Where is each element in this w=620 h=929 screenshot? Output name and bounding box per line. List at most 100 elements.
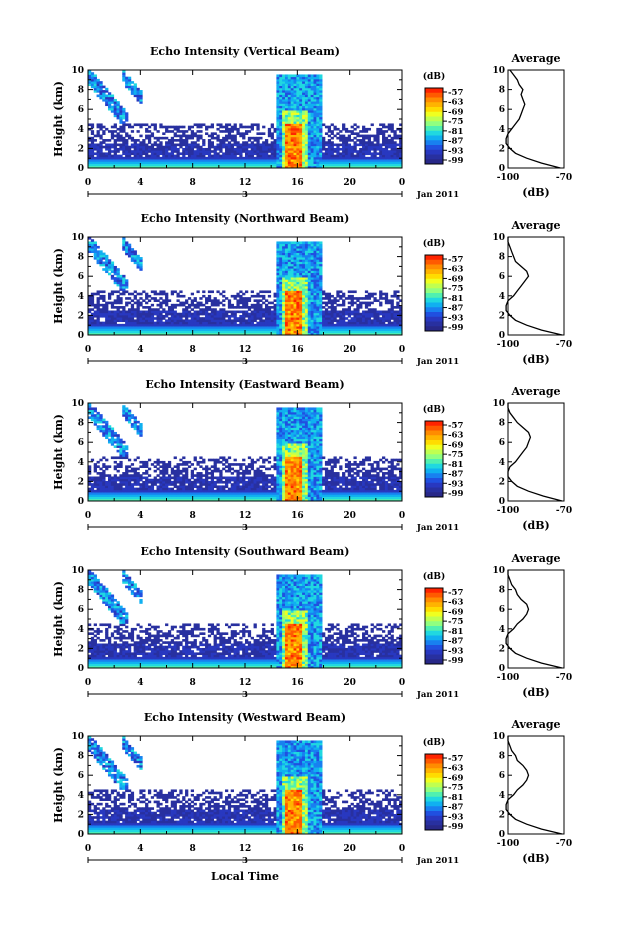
heatmap-cell (353, 150, 357, 153)
heatmap-cell (259, 332, 263, 336)
x-tick-label: 12 (239, 345, 252, 355)
heatmap-cell (147, 317, 152, 320)
heatmap-cell (304, 98, 309, 102)
heatmap-cell (125, 485, 129, 489)
heatmap-cell (170, 136, 175, 140)
heatmap-cell (359, 130, 363, 133)
heatmap-cell (96, 130, 100, 133)
heatmap-cell (282, 245, 286, 249)
heatmap-cell (127, 301, 132, 305)
heatmap-cell (313, 243, 317, 247)
heatmap-cell (359, 150, 363, 153)
heatmap-cell (245, 297, 249, 300)
heatmap-cell (399, 330, 403, 334)
heatmap-cell (88, 74, 92, 78)
heatmap-cell (313, 141, 317, 144)
heatmap-cell (93, 85, 97, 89)
heatmap-cell (270, 314, 274, 318)
heatmap-cell (284, 326, 289, 329)
heatmap-cell (376, 127, 380, 131)
heatmap-cell (107, 483, 112, 486)
heatmap-cell (105, 101, 109, 104)
heatmap-cell (287, 90, 292, 93)
heatmap-cell (110, 328, 115, 331)
heatmap-cell (119, 136, 123, 140)
heatmap-cell (376, 321, 380, 325)
heatmap-cell (107, 310, 112, 314)
heatmap-cell (276, 243, 280, 247)
heatmap-cell (324, 314, 329, 318)
heatmap-cell (150, 326, 155, 329)
heatmap-cell (379, 317, 383, 320)
heatmap-cell (302, 105, 306, 109)
heatmap-cell (327, 127, 332, 131)
heatmap-cell (88, 328, 92, 331)
heatmap-cell (225, 332, 229, 336)
heatmap-cell (96, 147, 100, 151)
heatmap-cell (287, 103, 292, 107)
heatmap-cell (167, 328, 172, 331)
heatmap-cell (384, 161, 389, 164)
heatmap-cell (293, 136, 297, 140)
heatmap-cell (293, 290, 297, 294)
heatmap-cell (370, 159, 374, 162)
heatmap-cell (93, 465, 97, 468)
heatmap-cell (327, 159, 332, 162)
heatmap-cell (113, 134, 117, 138)
heatmap-cell (250, 165, 254, 169)
heatmap-cell (287, 132, 292, 135)
heatmap-cell (170, 163, 175, 167)
heatmap-cell (313, 165, 317, 169)
heatmap-cell (299, 116, 303, 120)
heatmap-cell (379, 321, 383, 325)
heatmap-cell (316, 90, 320, 93)
heatmap-cell (313, 107, 317, 111)
heatmap-cell (299, 332, 303, 336)
heatmap-cell (142, 330, 146, 334)
heatmap-cell (99, 85, 103, 89)
heatmap-cell (219, 301, 223, 305)
heatmap-cell (88, 476, 92, 480)
heatmap-cell (145, 319, 149, 323)
heatmap-cell (390, 125, 394, 129)
heatmap-cell (93, 306, 97, 309)
heatmap-cell (219, 330, 223, 334)
heatmap-cell (364, 143, 369, 147)
heatmap-cell (316, 308, 320, 311)
heatmap-cell (219, 139, 223, 142)
heatmap-cell (170, 310, 175, 314)
heatmap-cell (156, 308, 160, 311)
heatmap-cell (179, 125, 183, 129)
heatmap-cell (245, 290, 249, 294)
heatmap-cell (88, 243, 92, 247)
heatmap-cell (119, 310, 123, 314)
heatmap-cell (162, 310, 166, 314)
heatmap-cell (373, 299, 377, 302)
heatmap-cell (316, 306, 320, 309)
heatmap-cell (290, 303, 294, 307)
heatmap-cell (196, 145, 200, 149)
heatmap-cell (147, 310, 152, 314)
heatmap-cell (284, 110, 289, 113)
heatmap-cell (153, 152, 157, 156)
heatmap-cell (290, 326, 294, 329)
heatmap-cell (287, 141, 292, 144)
heatmap-cell (276, 143, 280, 147)
heatmap-cell (173, 161, 177, 164)
heatmap-cell (350, 303, 354, 307)
heatmap-cell (307, 245, 312, 249)
heatmap-cell (293, 272, 297, 276)
heatmap-cell (276, 268, 280, 271)
heatmap-cell (302, 250, 306, 253)
heatmap-cell (116, 456, 120, 460)
heatmap-cell (139, 314, 143, 318)
heatmap-cell (330, 152, 334, 156)
heatmap-cell (239, 299, 243, 302)
heatmap-cell (130, 257, 135, 260)
heatmap-cell (196, 323, 200, 327)
heatmap-cell (287, 81, 292, 84)
heatmap-cell (105, 310, 109, 314)
heatmap-cell (170, 303, 175, 307)
heatmap-cell (93, 423, 97, 426)
heatmap-cell (187, 330, 192, 334)
